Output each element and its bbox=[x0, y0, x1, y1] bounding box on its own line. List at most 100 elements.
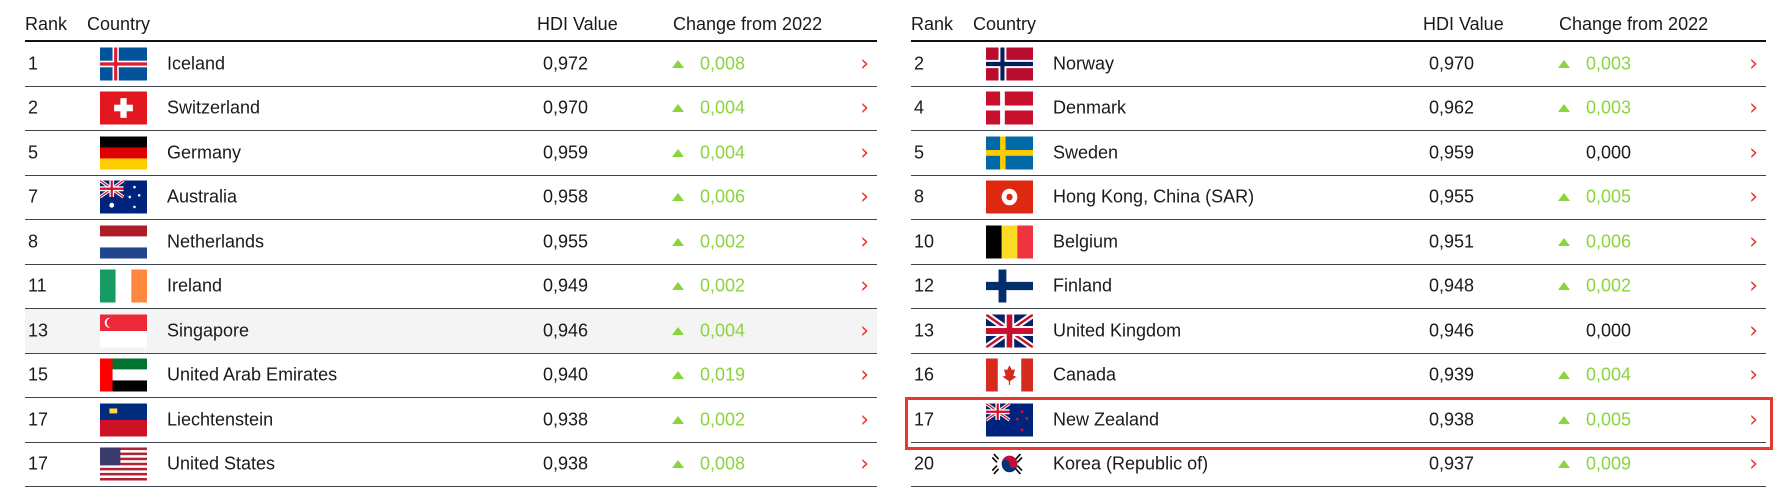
country-name[interactable]: Singapore bbox=[167, 320, 250, 341]
country-name[interactable]: United Kingdom bbox=[1053, 320, 1182, 341]
table-row[interactable]: 13 Singapore 0,946 0,004 › bbox=[25, 309, 877, 354]
triangle-up-icon bbox=[672, 326, 684, 335]
hdi-value: 0,972 bbox=[543, 53, 589, 74]
table-row[interactable]: 8 Netherlands 0,955 0,002 › bbox=[25, 220, 877, 265]
table-row[interactable]: 17 Liechtenstein 0,938 0,002 › bbox=[25, 398, 877, 443]
header-country: Country bbox=[973, 14, 1037, 34]
chevron-right-icon[interactable]: › bbox=[1749, 407, 1758, 433]
flag-norway-icon bbox=[986, 47, 1033, 81]
table-row[interactable]: 2 Switzerland 0,970 0,004 › bbox=[25, 87, 877, 131]
country-name[interactable]: United Arab Emirates bbox=[167, 364, 338, 385]
change-value: 0,003 bbox=[1586, 53, 1632, 74]
country-name[interactable]: Canada bbox=[1053, 364, 1117, 385]
country-name[interactable]: Norway bbox=[1053, 53, 1115, 74]
hdi-value: 0,939 bbox=[1429, 364, 1475, 385]
chevron-right-icon[interactable]: › bbox=[1749, 95, 1758, 121]
flag-sweden-icon bbox=[986, 136, 1033, 170]
chevron-right-icon[interactable]: › bbox=[1749, 229, 1758, 255]
header-rank: Rank bbox=[25, 14, 68, 34]
chevron-right-icon[interactable]: › bbox=[1749, 362, 1758, 388]
triangle-up-icon bbox=[1558, 237, 1570, 246]
chevron-right-icon[interactable]: › bbox=[1749, 51, 1758, 77]
table-row[interactable]: 12 Finland 0,948 0,002 › bbox=[911, 265, 1766, 309]
chevron-right-icon[interactable]: › bbox=[1749, 451, 1758, 477]
change-value: 0,000 bbox=[1586, 320, 1632, 341]
country-name[interactable]: Belgium bbox=[1053, 231, 1119, 252]
chevron-right-icon[interactable]: › bbox=[860, 140, 869, 166]
flag-newzealand-icon bbox=[986, 403, 1033, 437]
flag-switzerland-icon bbox=[100, 91, 147, 125]
chevron-right-icon[interactable]: › bbox=[860, 51, 869, 77]
chevron-right-icon[interactable]: › bbox=[860, 362, 869, 388]
chevron-right-icon[interactable]: › bbox=[860, 273, 869, 299]
country-name[interactable]: Australia bbox=[167, 186, 238, 207]
flag-korea-icon bbox=[986, 447, 1033, 481]
table-row[interactable]: 11 Ireland 0,949 0,002 › bbox=[25, 265, 877, 309]
chevron-right-icon[interactable]: › bbox=[860, 451, 869, 477]
table-row[interactable]: 7 Australia 0,958 0,006 › bbox=[25, 176, 877, 220]
table-row[interactable]: 4 Denmark 0,962 0,003 › bbox=[911, 87, 1766, 131]
chevron-right-icon[interactable]: › bbox=[1749, 273, 1758, 299]
country-name[interactable]: Iceland bbox=[167, 53, 226, 74]
change-value: 0,002 bbox=[700, 275, 746, 296]
chevron-right-icon[interactable]: › bbox=[1749, 318, 1758, 344]
table-row[interactable]: 20 Korea (Republic of) 0,937 0,009 › bbox=[911, 443, 1766, 487]
triangle-up-icon bbox=[672, 460, 684, 469]
table-row[interactable]: 16 Canada 0,939 0,004 › bbox=[911, 354, 1766, 398]
country-name[interactable]: United States bbox=[167, 453, 276, 474]
country-name[interactable]: Korea (Republic of) bbox=[1053, 453, 1209, 474]
table-row[interactable]: 17 United States 0,938 0,008 › bbox=[25, 443, 877, 487]
chevron-right-icon[interactable]: › bbox=[860, 229, 869, 255]
country-name[interactable]: Switzerland bbox=[167, 97, 261, 118]
table-row[interactable]: 8 Hong Kong, China (SAR) 0,955 0,005 › bbox=[911, 176, 1766, 220]
change-value: 0,004 bbox=[700, 97, 746, 118]
rank: 17 bbox=[914, 409, 935, 430]
header-hdi-value: HDI Value bbox=[537, 14, 618, 34]
table-row[interactable]: 10 Belgium 0,951 0,006 › bbox=[911, 220, 1766, 265]
table-row[interactable]: 5 Germany 0,959 0,004 › bbox=[25, 131, 877, 176]
chevron-right-icon[interactable]: › bbox=[860, 95, 869, 121]
flag-belgium-icon bbox=[986, 225, 1033, 259]
country-name[interactable]: Liechtenstein bbox=[167, 409, 274, 430]
chevron-right-icon[interactable]: › bbox=[860, 407, 869, 433]
table-row[interactable]: 1 Iceland 0,972 0,008 › bbox=[25, 42, 877, 87]
chevron-right-icon[interactable]: › bbox=[860, 318, 869, 344]
triangle-up-icon bbox=[1558, 371, 1570, 380]
hdi-table-left: Rank Country HDI Value Change from 2022 … bbox=[25, 0, 877, 487]
hdi-value: 0,938 bbox=[543, 453, 589, 474]
country-name[interactable]: Hong Kong, China (SAR) bbox=[1053, 186, 1255, 207]
triangle-up-icon bbox=[1558, 193, 1570, 202]
flag-iceland-icon bbox=[100, 47, 147, 81]
country-name[interactable]: Ireland bbox=[167, 275, 223, 296]
country-name[interactable]: New Zealand bbox=[1053, 409, 1160, 430]
rank: 5 bbox=[914, 142, 925, 163]
header-hdi-value: HDI Value bbox=[1423, 14, 1504, 34]
change-value: 0,008 bbox=[700, 453, 746, 474]
hdi-value: 0,949 bbox=[543, 275, 589, 296]
country-name[interactable]: Finland bbox=[1053, 275, 1113, 296]
rank: 20 bbox=[914, 453, 935, 474]
country-name[interactable]: Denmark bbox=[1053, 97, 1127, 118]
table-row[interactable]: 15 United Arab Emirates 0,940 0,019 › bbox=[25, 354, 877, 398]
chevron-right-icon[interactable]: › bbox=[860, 184, 869, 210]
change-value: 0,009 bbox=[1586, 453, 1632, 474]
chevron-right-icon[interactable]: › bbox=[1749, 140, 1758, 166]
country-name[interactable]: Netherlands bbox=[167, 231, 265, 252]
table-row[interactable]: 2 Norway 0,970 0,003 › bbox=[911, 42, 1766, 87]
triangle-up-icon bbox=[672, 59, 684, 68]
table-row[interactable]: 17 New Zealand 0,938 0,005 › bbox=[911, 398, 1766, 443]
country-name[interactable]: Germany bbox=[167, 142, 242, 163]
triangle-up-icon bbox=[1558, 104, 1570, 113]
rank: 5 bbox=[28, 142, 39, 163]
table-row[interactable]: 5 Sweden 0,959 0,000 › bbox=[911, 131, 1766, 176]
flag-singapore-icon bbox=[100, 314, 147, 348]
change-value: 0,002 bbox=[1586, 275, 1632, 296]
country-name[interactable]: Sweden bbox=[1053, 142, 1119, 163]
flag-finland-icon bbox=[986, 269, 1033, 303]
chevron-right-icon[interactable]: › bbox=[1749, 184, 1758, 210]
hdi-value: 0,959 bbox=[543, 142, 589, 163]
table-row[interactable]: 13 United Kingdom 0,946 0,000 › bbox=[911, 309, 1766, 354]
change-value: 0,004 bbox=[1586, 364, 1632, 385]
change-value: 0,002 bbox=[700, 409, 746, 430]
rank: 12 bbox=[914, 275, 935, 296]
